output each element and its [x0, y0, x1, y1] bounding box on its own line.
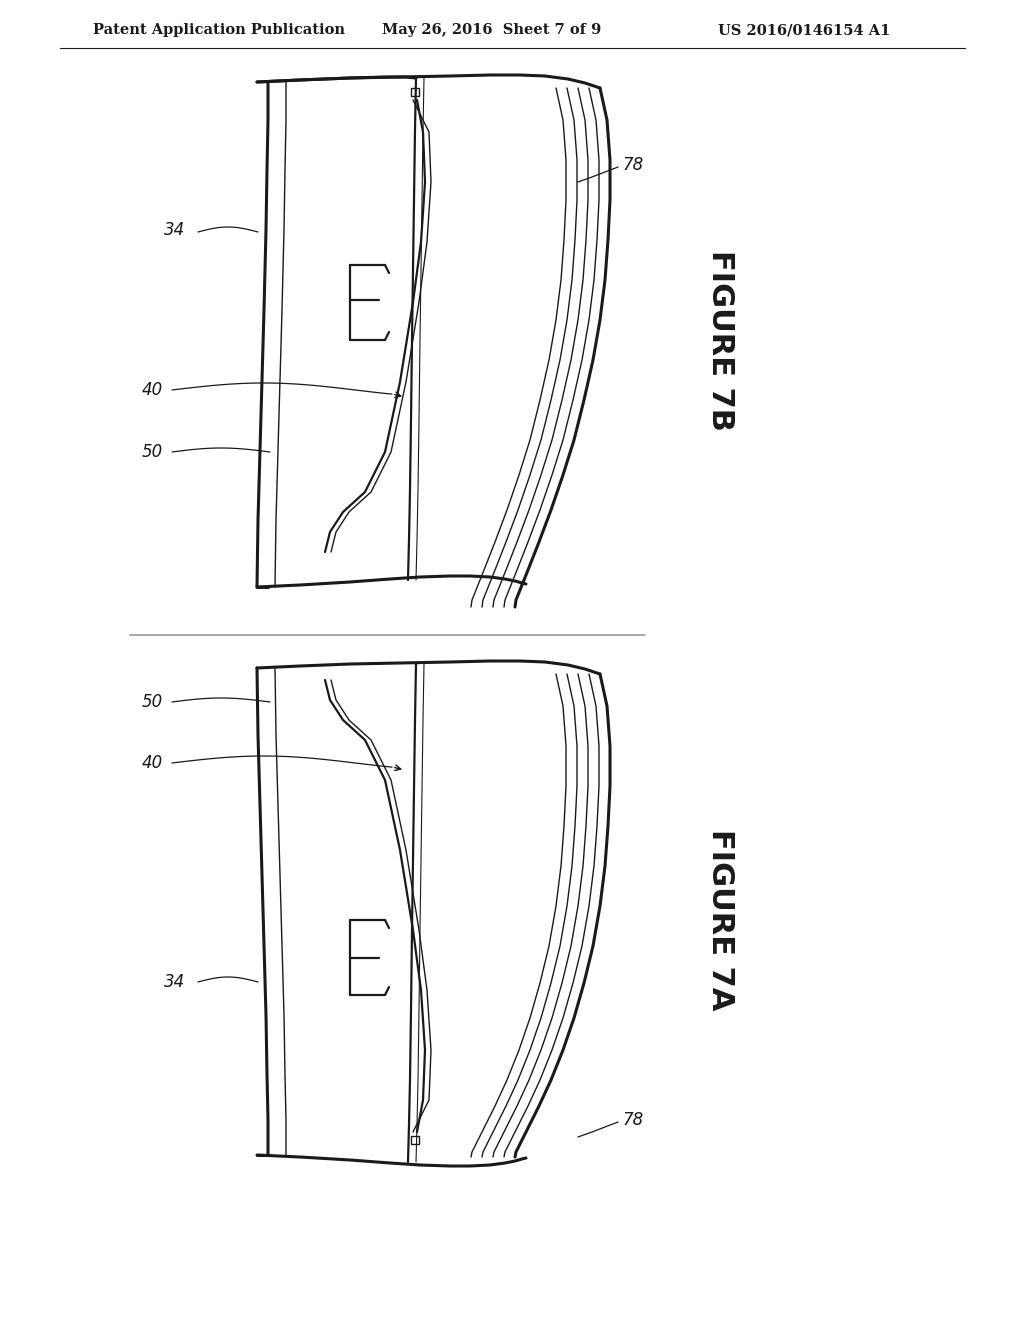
Text: 50: 50	[141, 444, 163, 461]
Bar	[411, 88, 419, 96]
Text: 40: 40	[141, 754, 163, 772]
Text: 34: 34	[165, 973, 185, 991]
Text: Patent Application Publication: Patent Application Publication	[93, 22, 345, 37]
Text: 40: 40	[141, 381, 163, 399]
Text: 50: 50	[141, 693, 163, 711]
Bar	[411, 1137, 419, 1144]
Text: 78: 78	[622, 1111, 643, 1129]
Text: US 2016/0146154 A1: US 2016/0146154 A1	[718, 22, 891, 37]
Text: May 26, 2016  Sheet 7 of 9: May 26, 2016 Sheet 7 of 9	[382, 22, 601, 37]
Text: FIGURE 7A: FIGURE 7A	[706, 829, 734, 1011]
Text: FIGURE 7B: FIGURE 7B	[706, 249, 734, 430]
Text: 78: 78	[622, 156, 643, 174]
Text: 34: 34	[165, 220, 185, 239]
